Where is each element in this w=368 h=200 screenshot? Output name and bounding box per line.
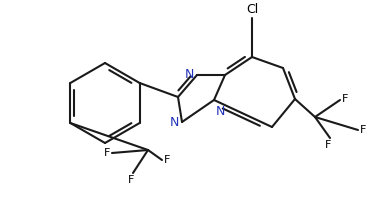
Text: N: N xyxy=(216,105,225,118)
Text: F: F xyxy=(128,175,134,185)
Text: F: F xyxy=(164,155,170,165)
Text: F: F xyxy=(104,148,110,158)
Text: Cl: Cl xyxy=(246,3,258,16)
Text: F: F xyxy=(325,140,331,150)
Text: F: F xyxy=(342,94,348,104)
Text: F: F xyxy=(360,125,367,135)
Text: N: N xyxy=(185,68,194,80)
Text: N: N xyxy=(170,116,179,130)
